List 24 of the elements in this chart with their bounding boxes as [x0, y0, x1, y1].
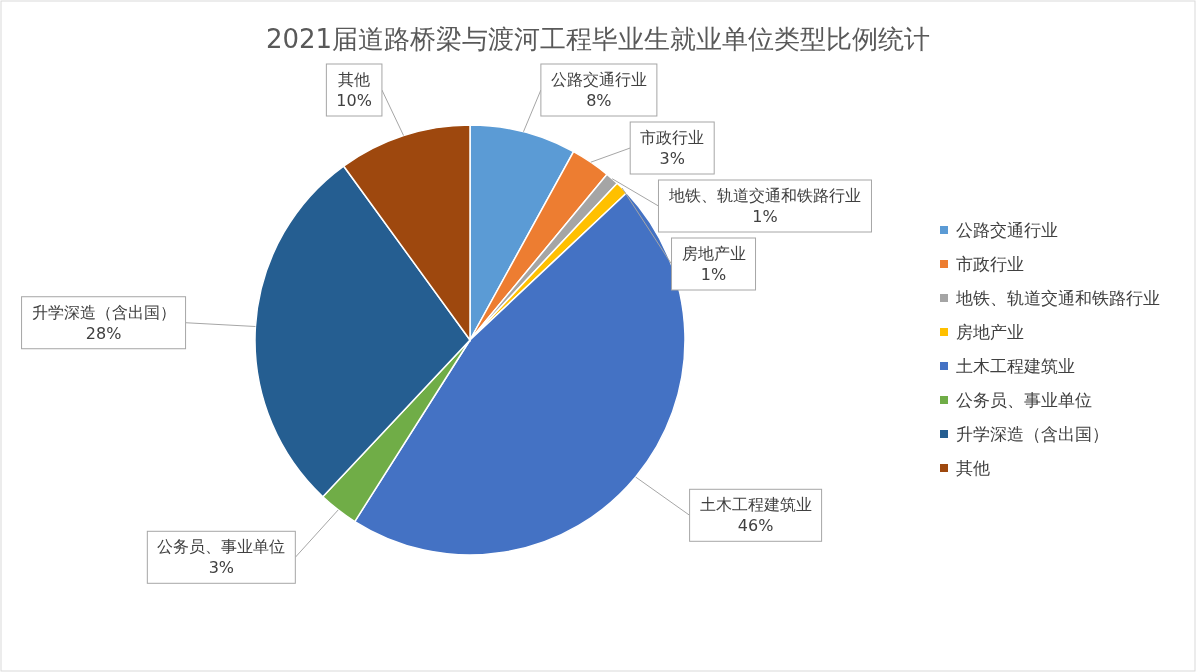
- legend-label: 房地产业: [956, 322, 1024, 342]
- slice-label: 公务员、事业单位: [157, 537, 286, 557]
- data-label: 1%: [700, 265, 727, 284]
- slice-label: 其他: [338, 70, 371, 89]
- legend-label: 公务员、事业单位: [956, 390, 1092, 410]
- legend-label: 升学深造（含出国）: [956, 424, 1109, 444]
- data-label: 3%: [208, 558, 235, 578]
- slice-label: 房地产业: [681, 244, 746, 263]
- slice-label: 公路交通行业: [550, 70, 647, 89]
- slice-label: 地铁、轨道交通和铁路行业: [667, 186, 861, 205]
- legend-label: 地铁、轨道交通和铁路行业: [955, 288, 1160, 308]
- data-label: 8%: [586, 91, 612, 110]
- data-label: 46%: [737, 516, 774, 536]
- data-label: 3%: [659, 149, 685, 168]
- slice-label: 升学深造（含出国）: [31, 302, 176, 322]
- legend-label: 公路交通行业: [956, 220, 1058, 240]
- data-label: 10%: [336, 91, 372, 110]
- slice-label: 土木工程建筑业: [699, 495, 812, 515]
- legend-label: 市政行业: [956, 254, 1024, 274]
- legend-label: 土木工程建筑业: [956, 356, 1075, 376]
- chart-title: 2021届道路桥梁与渡河工程毕业生就业单位类型比例统计: [265, 24, 931, 54]
- legend-label: 其他: [956, 458, 990, 478]
- data-label: 1%: [752, 207, 778, 226]
- data-label: 28%: [85, 323, 122, 343]
